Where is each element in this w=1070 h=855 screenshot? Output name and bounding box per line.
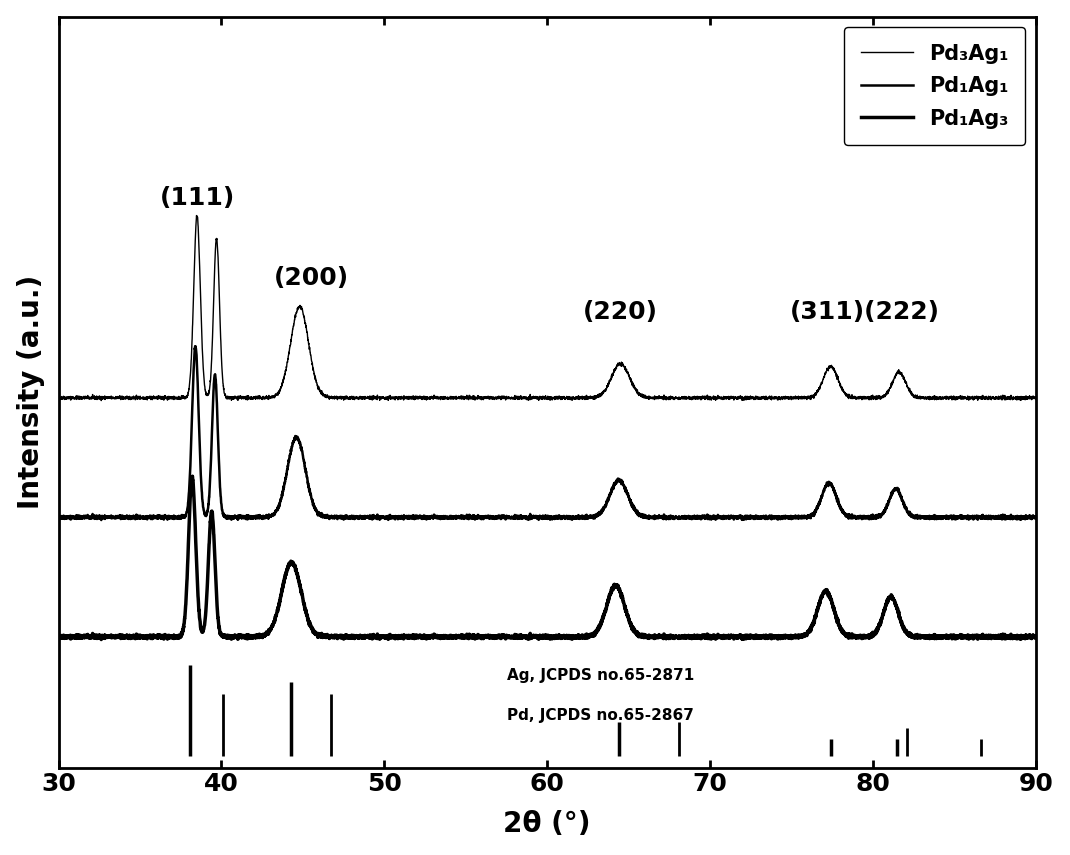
Text: (311)(222): (311)(222) xyxy=(790,300,939,324)
Text: Ag, JCPDS no.65-2871: Ag, JCPDS no.65-2871 xyxy=(506,668,693,683)
Legend: Pd₃Ag₁, Pd₁Ag₁, Pd₁Ag₃: Pd₃Ag₁, Pd₁Ag₁, Pd₁Ag₃ xyxy=(844,27,1025,145)
Text: (220): (220) xyxy=(583,300,658,324)
Y-axis label: Intensity (a.u.): Intensity (a.u.) xyxy=(17,275,45,510)
Text: (111): (111) xyxy=(159,186,234,210)
Text: Pd, JCPDS no.65-2867: Pd, JCPDS no.65-2867 xyxy=(506,708,693,722)
X-axis label: 2θ (°): 2θ (°) xyxy=(504,811,591,839)
Text: (200): (200) xyxy=(274,266,349,290)
